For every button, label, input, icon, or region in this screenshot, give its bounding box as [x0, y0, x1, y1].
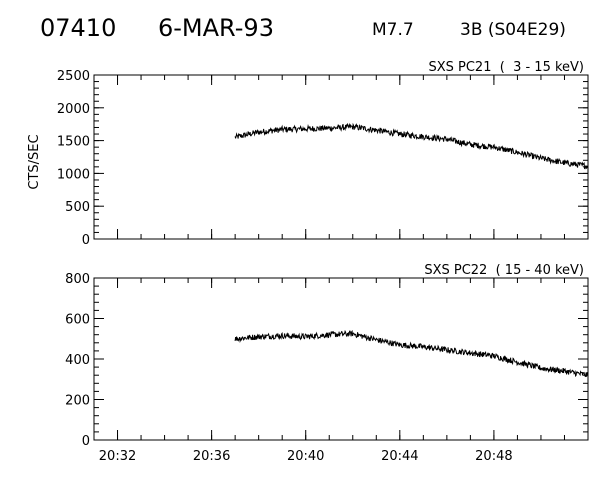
y-tick-label: 500: [65, 200, 90, 215]
x-tick-label: 20:48: [475, 449, 512, 464]
y-tick-label: 800: [65, 272, 90, 287]
y-tick-label: 0: [82, 233, 90, 248]
y-tick-label: 2000: [57, 102, 90, 117]
x-tick-label: 20:44: [381, 449, 418, 464]
y-tick-label: 600: [65, 313, 90, 328]
x-tick-label: 20:40: [287, 449, 324, 464]
y-tick-label: 0: [82, 434, 90, 449]
chart-title: SXS PC21 ( 3 - 15 keV): [428, 60, 584, 75]
flare-date: 6-MAR-93: [158, 14, 274, 42]
series-line: [234, 329, 589, 378]
flare-class: M7.7: [372, 20, 414, 40]
y-tick-label: 2500: [57, 69, 90, 84]
x-tick-label: 20:36: [193, 449, 230, 464]
y-tick-label: 1000: [57, 167, 90, 182]
y-tick-label: 200: [65, 394, 90, 409]
flare-id: 07410: [40, 14, 117, 42]
y-axis-label: CTS/SEC: [27, 134, 42, 189]
plot-frame: [93, 74, 589, 240]
series-line: [234, 122, 589, 170]
chart-panel-2: SXS PC22 ( 15 - 40 keV) 0 200 400 600 800 20:3…: [65, 263, 589, 464]
y-tick-label: 400: [65, 353, 90, 368]
y-tick-label: 1500: [57, 135, 90, 150]
x-tick-label: 20:32: [99, 449, 136, 464]
chart-title: SXS PC22 ( 15 - 40 keV): [424, 263, 584, 278]
flare-importance-location: 3B (S04E29): [460, 20, 566, 40]
chart-panel-1: SXS PC21 ( 3 - 15 keV) 0 500 1000 1500 2000 25…: [27, 60, 589, 248]
